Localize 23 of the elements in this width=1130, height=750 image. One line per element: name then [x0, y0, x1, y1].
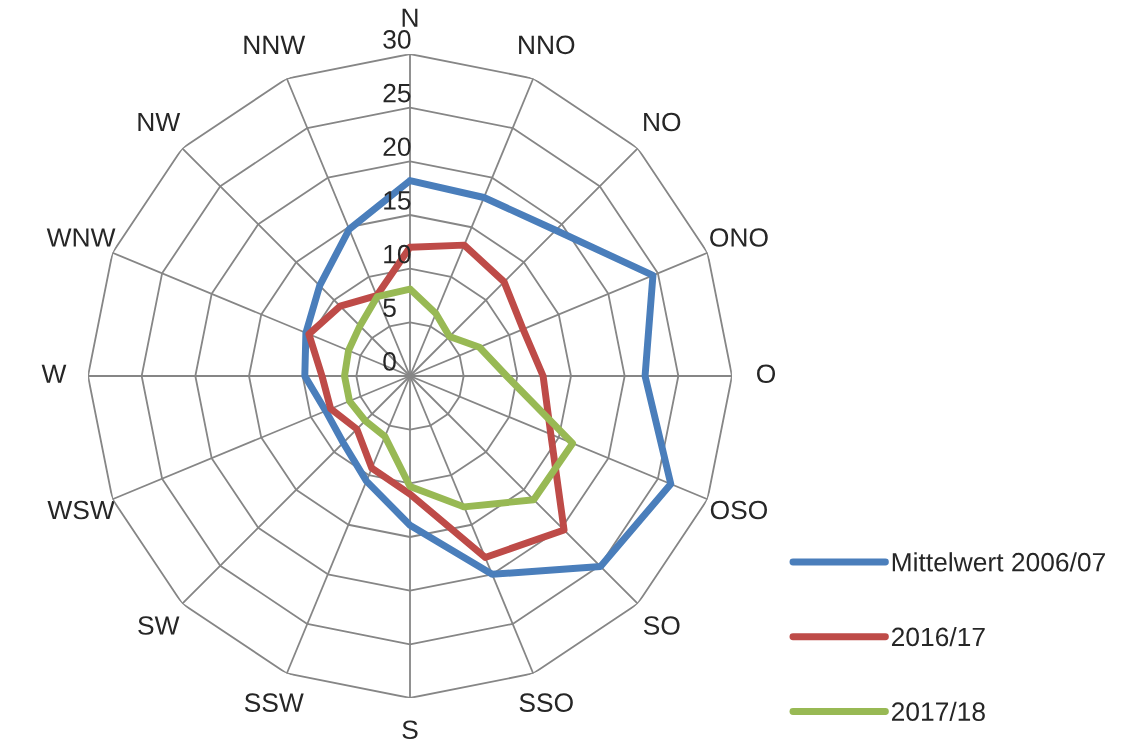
- legend-label: 2017/18: [891, 701, 985, 722]
- spoke-label: SO: [643, 616, 680, 635]
- spoke-label: SSW: [244, 693, 304, 713]
- y-tick-label: 20: [383, 137, 411, 157]
- y-tick-label: 25: [383, 83, 411, 103]
- spoke-label: ONO: [710, 228, 768, 247]
- spoke-label: NNW: [244, 35, 306, 54]
- spoke-label: SW: [138, 616, 180, 635]
- spoke-label: W: [41, 364, 67, 383]
- spoke-label: N: [402, 8, 418, 27]
- spoke-label: O: [757, 364, 776, 384]
- y-tick-label: 30: [383, 30, 411, 49]
- spoke-label: SSO: [519, 693, 573, 713]
- spoke-label: OSO: [710, 500, 767, 520]
- spoke-label: NW: [138, 112, 181, 132]
- spoke-label: WNW: [46, 228, 116, 247]
- legend-label: 2016/17: [891, 626, 985, 647]
- spoke-label: S: [402, 720, 418, 740]
- spoke-label: NNO: [519, 35, 575, 55]
- spoke-label: WSW: [47, 500, 115, 520]
- legend-label: Mittelwert 2006/07: [892, 552, 1105, 572]
- spoke-label: NO: [644, 112, 681, 132]
- y-tick-label: 5: [383, 298, 396, 318]
